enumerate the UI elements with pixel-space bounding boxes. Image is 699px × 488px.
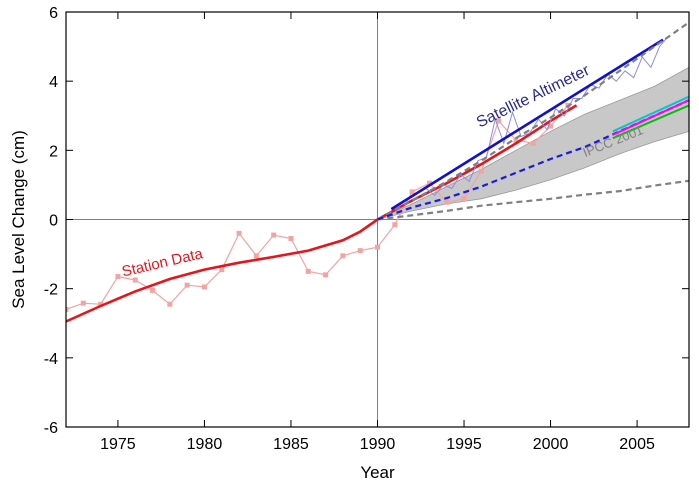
station-data-annual-point	[132, 277, 138, 283]
ipcc-2001-upper-line	[376, 21, 689, 221]
y-axis-title: Sea Level Change (cm)	[9, 130, 28, 309]
station-data-annual-point	[375, 244, 380, 250]
station-data-trend-line	[66, 104, 578, 323]
satellite-altimeter-monthly-line	[425, 35, 669, 196]
station-data-annual-point	[305, 268, 311, 274]
y-tick-label: -4	[44, 351, 58, 368]
station-data-annual-point	[357, 248, 363, 254]
series-layer	[66, 21, 689, 323]
ipcc-scenario-line	[612, 104, 689, 140]
x-tick-label: 1990	[360, 436, 396, 453]
station-data-annual-point	[80, 300, 86, 306]
y-tick-label: 0	[49, 213, 58, 230]
station-data-annual-point	[548, 123, 554, 129]
y-tick-label: 2	[49, 143, 58, 160]
station-data-annual-point	[150, 287, 156, 293]
station-data-annual-point	[201, 284, 207, 290]
station-data-annual-point	[288, 236, 294, 242]
station-data-annual-point	[409, 189, 415, 195]
station-data-annual-point	[478, 168, 484, 174]
station-data-annual-point	[461, 196, 467, 202]
station-data-annual-point	[66, 306, 69, 312]
axis-ticks: 1975 1980 1985 1990 1995 2000 2005 -6 -4 -2 0 2 4 6	[44, 5, 689, 453]
station-data-annual-point	[496, 118, 502, 124]
ipcc-2001-central-line	[377, 99, 689, 221]
y-tick-label: -2	[44, 282, 58, 299]
station-data-annual-point	[184, 282, 190, 288]
station-data-annual-point	[271, 232, 277, 238]
station-data-annual-point	[426, 180, 432, 186]
station-data-annual-point	[323, 272, 329, 278]
station-data-annual-point	[236, 230, 242, 236]
y-tick-label: 4	[49, 74, 58, 91]
ipcc-2001-lower-line	[377, 179, 689, 221]
station-data-annual-point	[513, 137, 519, 143]
station-data-annual-point	[167, 301, 173, 307]
y-tick-label: 6	[49, 5, 58, 22]
x-tick-label: 1980	[187, 436, 223, 453]
station-data-annual-point	[115, 274, 121, 280]
station-data-annual-point	[219, 267, 225, 273]
x-tick-label: 1995	[446, 436, 482, 453]
station-data-annual-point	[530, 140, 536, 146]
y-tick-label: -6	[44, 420, 58, 437]
ipcc-scenario-line	[612, 99, 689, 136]
x-tick-label: 1975	[100, 436, 136, 453]
satellite-altimeter-trend-line	[390, 38, 664, 211]
x-tick-label: 2000	[533, 436, 569, 453]
x-axis-title: Year	[360, 463, 395, 482]
station-data-annual-point	[253, 253, 259, 259]
station-data-annual-point	[98, 301, 104, 307]
x-tick-label: 1985	[273, 436, 309, 453]
station-data-annual-point	[392, 222, 398, 228]
ipcc-scenario-line	[612, 95, 689, 133]
station-data-annual-point	[340, 253, 346, 259]
x-tick-label: 2005	[619, 436, 655, 453]
station-data-annual-point	[444, 199, 450, 205]
